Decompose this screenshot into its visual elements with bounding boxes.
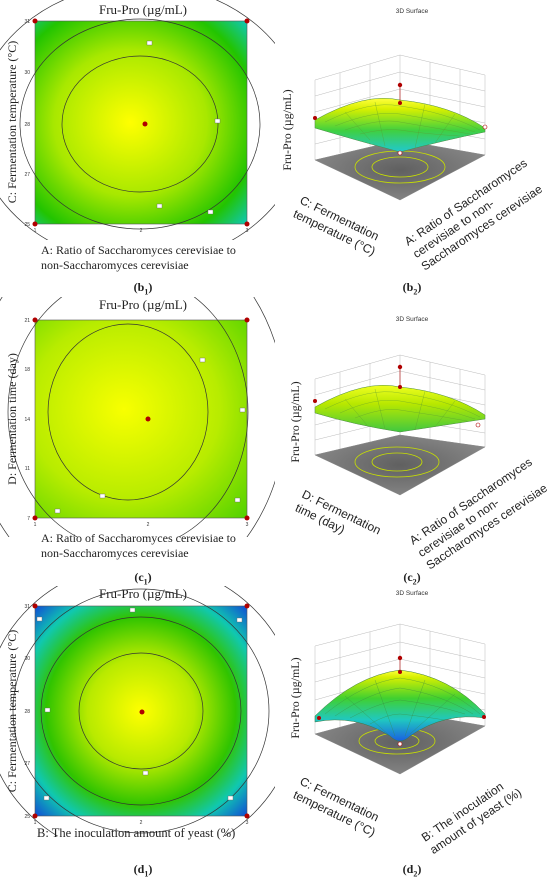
svg-text:7: 7: [27, 516, 30, 522]
svg-text:2: 2: [140, 820, 143, 826]
surface-mesh: [324, 101, 481, 149]
panel-label: (c2): [403, 570, 421, 587]
svg-text:18: 18: [24, 367, 30, 373]
contour-field: [34, 319, 248, 519]
svg-text:11: 11: [25, 466, 30, 472]
design-points: [313, 82, 488, 156]
contour-plot: 31 30 28 27 25 1 2 3 C: Fermentation tem…: [0, 586, 275, 836]
panel-label: (c1): [134, 570, 152, 587]
z-axis-label: Fru-Pro (µg/mL): [280, 89, 294, 170]
x-axis-label: A: Ratio of Saccharomyces cerevisiae to n…: [41, 531, 236, 560]
center-point: [142, 121, 148, 127]
chart-title: 3D Surface: [395, 590, 429, 597]
surface: [314, 97, 486, 153]
svg-text:3: 3: [246, 228, 249, 234]
svg-text:1: 1: [34, 522, 37, 528]
design-points: [317, 655, 486, 747]
svg-text:28: 28: [24, 709, 30, 715]
svg-text:31: 31: [24, 19, 30, 25]
chart-title: 3D Surface: [395, 316, 429, 323]
surface-mesh: [324, 677, 481, 737]
corner-points: [32, 18, 250, 227]
contour-lines: [0, 586, 275, 836]
svg-text:3: 3: [246, 820, 249, 826]
x-axis-label: B: The inoculation amount of yeast (%): [37, 826, 236, 840]
corner-points: [32, 603, 250, 819]
svg-text:27: 27: [24, 172, 30, 178]
panel-label: (b1): [133, 280, 153, 297]
svg-text:31: 31: [24, 604, 30, 610]
axis-ticks: 31 30 28 27 25 1 2 3: [24, 604, 248, 826]
contour-plot: 21 18 14 11 7 1 2 3 D: Fermentation time…: [0, 297, 275, 537]
chart-title: 3D Surface: [395, 8, 429, 15]
center-point: [145, 416, 151, 422]
surface-plot: Fru-Pro (µg/mL) C: Fermentationtemperatu…: [280, 54, 545, 270]
contour-lines: [0, 297, 275, 537]
panel-label: (d2): [402, 862, 422, 879]
floor-contours: [354, 446, 440, 478]
contour-labels: [54, 357, 246, 514]
panel-d2: 3D Surface Fru-Pro: [275, 586, 550, 884]
y-axis-label: C: Fermentation temperature (°C): [5, 41, 19, 203]
panel-c1: Fru-Pro (µg/mL) 21 18 14 11: [0, 297, 275, 592]
panel-c2: 3D Surface Fru-Pro (µg/mL): [275, 297, 550, 592]
z-axis-label: Fru-Pro (µg/mL): [288, 657, 302, 738]
design-points: [313, 364, 481, 428]
contour-field: [34, 20, 248, 225]
panel-d1: Fru-Pro (µg/mL) 31 30 2: [0, 586, 275, 884]
contour-labels: [146, 40, 221, 215]
svg-text:28: 28: [24, 122, 30, 128]
surface: [314, 384, 486, 433]
svg-text:25: 25: [24, 814, 30, 820]
svg-text:25: 25: [24, 222, 30, 228]
x-axis-label: A: Ratio of Saccharomyces cerevisiae to n…: [41, 243, 236, 272]
panel-b1: Fru-Pro (µg/mL) 31 30 2: [0, 0, 275, 300]
corner-points: [32, 317, 250, 521]
y-axis-label: D: Fermentation time (day): [5, 353, 19, 485]
svg-text:2: 2: [140, 228, 143, 234]
center-point: [139, 709, 145, 715]
panel-label: (b2): [402, 280, 422, 297]
panel-b2: 3D Surface Fru-Pro: [275, 0, 550, 300]
floor: [314, 434, 486, 496]
z-axis-label: Fru-Pro (µg/mL): [288, 381, 302, 462]
svg-text:30: 30: [24, 70, 30, 76]
svg-text:21: 21: [24, 318, 30, 324]
y-axis-label: C: Fermentation temperature (°C): [5, 630, 19, 792]
contour-lines: [0, 0, 275, 240]
svg-text:2: 2: [147, 522, 150, 528]
svg-text:30: 30: [24, 656, 30, 662]
chart-title: Fru-Pro (µg/mL): [98, 2, 187, 17]
svg-text:1: 1: [34, 820, 37, 826]
contour-plot: 31 30 28 27 25 1 2 3 C: Fermentation tem…: [0, 0, 275, 240]
axis-ticks: 31 30 28 27 25 1 2 3: [24, 19, 248, 234]
svg-text:27: 27: [24, 761, 30, 767]
panel-label: (d1): [133, 862, 153, 879]
chart-title: Fru-Pro (µg/mL): [98, 297, 187, 312]
chart-title: Fru-Pro (µg/mL): [98, 586, 187, 601]
surface-mesh: [324, 388, 481, 431]
surface-plot: Fru-Pro (µg/mL) C: Fermentationtemperatu…: [288, 623, 524, 857]
surface: [314, 669, 486, 742]
svg-text:1: 1: [34, 228, 37, 234]
contour-labels: [36, 607, 243, 801]
axis-ticks: 21 18 14 11 7 1 2 3: [24, 318, 248, 528]
svg-text:3: 3: [246, 522, 249, 528]
floor: [314, 139, 486, 201]
svg-text:14: 14: [24, 417, 30, 423]
